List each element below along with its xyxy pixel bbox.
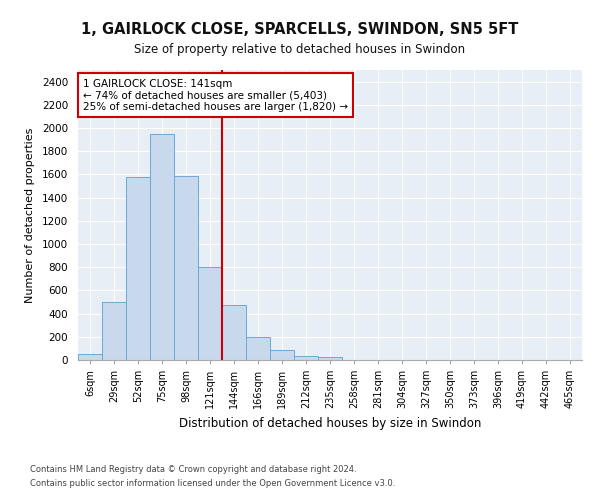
Text: 1 GAIRLOCK CLOSE: 141sqm
← 74% of detached houses are smaller (5,403)
25% of sem: 1 GAIRLOCK CLOSE: 141sqm ← 74% of detach… xyxy=(83,78,348,112)
Bar xyxy=(174,176,198,360)
Text: Contains HM Land Registry data © Crown copyright and database right 2024.: Contains HM Land Registry data © Crown c… xyxy=(30,466,356,474)
Bar xyxy=(270,350,294,360)
Bar xyxy=(126,176,150,360)
Bar xyxy=(246,338,270,360)
Bar xyxy=(150,134,174,360)
Bar xyxy=(102,302,126,360)
Text: Size of property relative to detached houses in Swindon: Size of property relative to detached ho… xyxy=(134,42,466,56)
Bar xyxy=(294,356,318,360)
Bar xyxy=(222,305,246,360)
Bar xyxy=(318,357,342,360)
Bar xyxy=(198,267,222,360)
Text: 1, GAIRLOCK CLOSE, SPARCELLS, SWINDON, SN5 5FT: 1, GAIRLOCK CLOSE, SPARCELLS, SWINDON, S… xyxy=(82,22,518,38)
Y-axis label: Number of detached properties: Number of detached properties xyxy=(25,128,35,302)
Text: Contains public sector information licensed under the Open Government Licence v3: Contains public sector information licen… xyxy=(30,479,395,488)
X-axis label: Distribution of detached houses by size in Swindon: Distribution of detached houses by size … xyxy=(179,416,481,430)
Bar xyxy=(78,354,102,360)
